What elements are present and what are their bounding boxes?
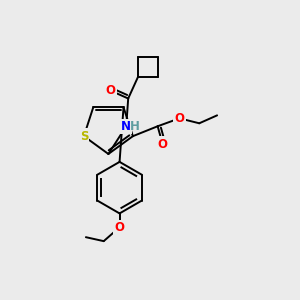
Text: O: O: [175, 112, 184, 125]
Text: O: O: [158, 138, 168, 151]
Text: O: O: [105, 84, 116, 97]
Text: N: N: [121, 120, 131, 133]
Text: O: O: [115, 221, 124, 234]
Text: S: S: [80, 130, 88, 143]
Text: H: H: [130, 120, 140, 133]
